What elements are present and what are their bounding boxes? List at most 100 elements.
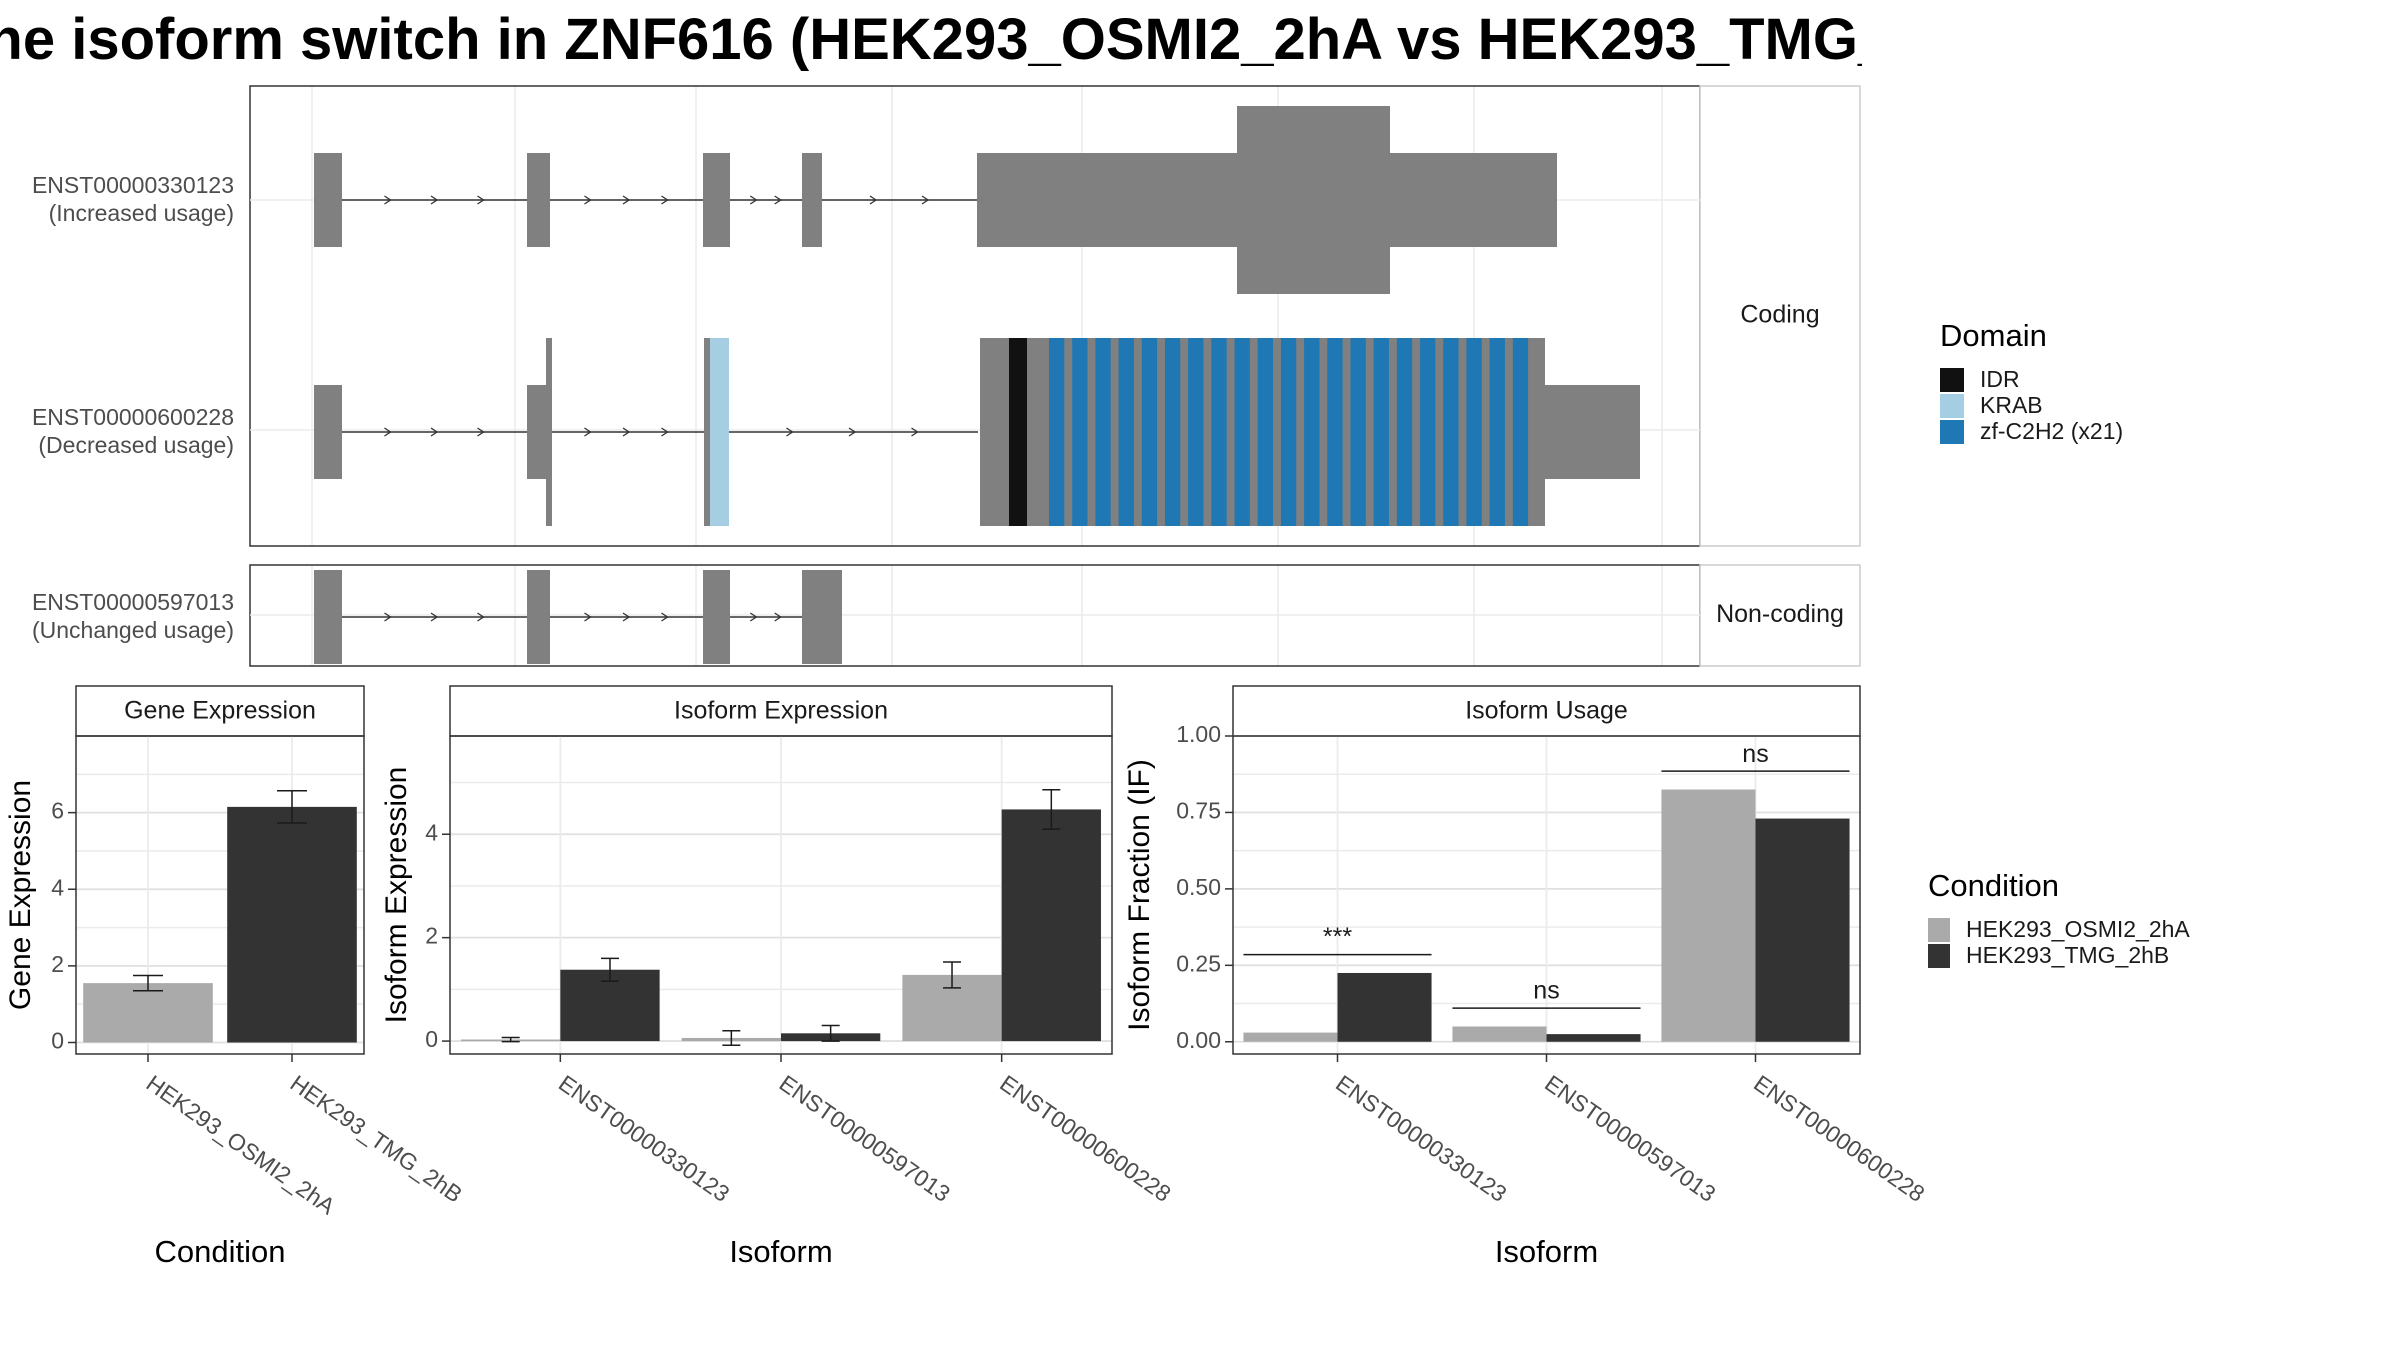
exon: [704, 338, 710, 526]
isoform-usage-label: (Decreased usage): [38, 432, 234, 458]
domain-zf-c2h2: [1466, 338, 1482, 526]
intron-arrow: [384, 195, 392, 205]
intron-arrow: [430, 195, 439, 205]
facet-strip-label: Non-coding: [1716, 600, 1844, 628]
domain-legend-key: [1940, 420, 1964, 444]
exon: [314, 570, 342, 664]
bar-panel-isoform-usage: Isoform Usage *** ns ns 0.00 0.25 0.50 0.75 1.00…: [1123, 685, 1930, 1269]
domain-zf-c2h2: [1396, 338, 1413, 526]
domain-legend-label: KRAB: [1980, 392, 2043, 418]
significance-label: ns: [1533, 977, 1559, 1005]
domain-zf-c2h2: [1350, 338, 1366, 526]
y-tick-label: 0.75: [1176, 798, 1221, 824]
y-tick-label: 2: [51, 951, 64, 977]
bar-panel-isoform-expression: Isoform Expression 0 2 4 ENST00000330123 ENST…: [380, 685, 1176, 1269]
x-axis-title: Condition: [155, 1234, 286, 1269]
intron-arrow: [622, 612, 631, 622]
bar: [1243, 1032, 1338, 1042]
intron-arrow: [384, 612, 392, 622]
domain-zf-c2h2: [1304, 338, 1320, 526]
intron-arrow: [911, 427, 919, 437]
intron-arrow: [869, 195, 878, 205]
bar: [1755, 818, 1850, 1042]
intron-arrow: [477, 195, 485, 205]
exon: [802, 570, 842, 664]
domain-zf-c2h2: [1141, 338, 1158, 526]
intron-arrow: [749, 195, 758, 205]
condition-legend-label: HEK293_OSMI2_2hA: [1966, 916, 2190, 942]
domain-zf-c2h2: [1489, 338, 1505, 526]
y-tick-label: 0: [51, 1028, 64, 1054]
domain-zf-c2h2: [1118, 338, 1134, 526]
x-axis-title: Isoform: [1495, 1234, 1598, 1269]
domain-zf-c2h2: [1327, 338, 1343, 526]
isoform-id-label: ENST00000597013: [32, 589, 234, 615]
panel-strip-label: Gene Expression: [124, 697, 316, 725]
intron-arrow: [584, 195, 592, 205]
panel-strip-label: Isoform Usage: [1465, 697, 1628, 725]
exon: [527, 570, 550, 664]
isoform-usage-label: (Unchanged usage): [32, 617, 234, 643]
y-tick-label: 4: [51, 874, 64, 900]
condition-legend-key: [1928, 918, 1950, 942]
intron-arrow: [584, 427, 592, 437]
x-tick-label: ENST00000600228: [995, 1070, 1175, 1207]
isoform-id-label: ENST00000330123: [32, 172, 234, 198]
domain-legend-label: IDR: [1980, 366, 2020, 392]
intron-arrow: [384, 427, 392, 437]
y-tick-label: 4: [425, 819, 438, 845]
facet-strip: [1699, 85, 1861, 547]
domain-zf-c2h2: [1512, 338, 1529, 526]
significance-label: ns: [1742, 740, 1768, 768]
domain-zf-c2h2: [1188, 338, 1204, 526]
condition-legend-title: Condition: [1928, 868, 2059, 903]
domain-zf-c2h2: [1373, 338, 1389, 526]
exon: [703, 153, 730, 247]
x-tick-label: ENST00000597013: [1540, 1070, 1720, 1207]
intron-arrow: [622, 195, 631, 205]
intron-arrow: [584, 612, 592, 622]
exon: [1237, 106, 1390, 294]
intron-arrow: [661, 612, 669, 622]
condition-legend-label: HEK293_TMG_2hB: [1966, 942, 2169, 968]
domain-legend-label: zf-C2H2 (x21): [1980, 418, 2123, 444]
isoform-usage-label: (Increased usage): [49, 200, 234, 226]
domain-zf-c2h2: [1420, 338, 1436, 526]
intron-arrow: [622, 427, 631, 437]
domain-zf-c2h2: [1072, 338, 1088, 526]
panel-strip-label: Isoform Expression: [674, 697, 888, 725]
condition-legend-key: [1928, 944, 1950, 968]
y-tick-label: 2: [425, 923, 438, 949]
x-tick-label: ENST00000330123: [1331, 1070, 1511, 1207]
facet-strip-label: Coding: [1740, 301, 1819, 329]
intron-arrow: [477, 612, 485, 622]
domain-zf-c2h2: [1280, 338, 1297, 526]
panel-border: [75, 735, 365, 1055]
y-tick-label: 0.00: [1176, 1027, 1221, 1053]
domain-legend-title: Domain: [1940, 318, 2047, 353]
intron-arrow: [921, 195, 930, 205]
exon: [1545, 385, 1640, 479]
y-tick-label: 1.00: [1176, 721, 1221, 747]
x-axis-title: Isoform: [729, 1234, 832, 1269]
intron-arrow: [661, 195, 669, 205]
y-tick-label: 0.50: [1176, 874, 1221, 900]
intron-arrow: [774, 612, 782, 622]
y-axis-title: Isoform Fraction (IF): [1123, 759, 1156, 1031]
domain-legend-key: [1940, 368, 1964, 392]
intron-arrow: [774, 195, 782, 205]
y-tick-label: 0.25: [1176, 950, 1221, 976]
intron-arrow: [661, 427, 669, 437]
domain-zf-c2h2: [1049, 338, 1065, 526]
x-tick-label: ENST00000600228: [1749, 1070, 1929, 1207]
domain-legend-key: [1940, 394, 1964, 418]
exon: [546, 338, 552, 526]
y-tick-label: 6: [51, 798, 64, 824]
exon: [527, 153, 550, 247]
domain-zf-c2h2: [1164, 338, 1181, 526]
significance-label: ***: [1323, 923, 1352, 951]
x-tick-label: ENST00000597013: [775, 1070, 955, 1207]
y-axis-title: Gene Expression: [4, 780, 37, 1010]
